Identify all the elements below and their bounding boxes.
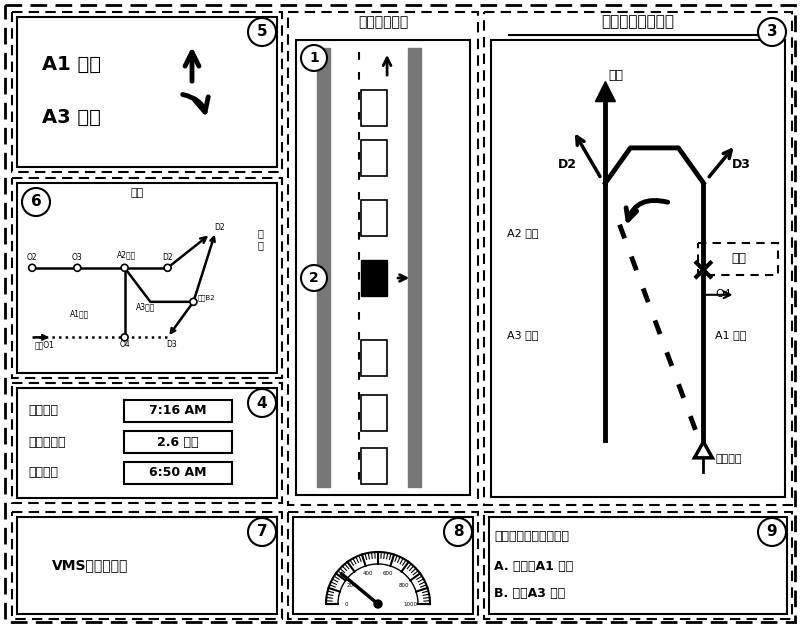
Text: 已行驶里程: 已行驶里程 <box>28 436 66 448</box>
Circle shape <box>444 518 472 546</box>
Text: 6:50 AM: 6:50 AM <box>150 466 206 480</box>
Text: A2 高速: A2 高速 <box>507 228 538 238</box>
Text: 车流运行状况: 车流运行状况 <box>358 15 408 29</box>
Text: A1高速: A1高速 <box>70 310 90 319</box>
Text: 终点: 终点 <box>608 68 623 82</box>
Text: A1 高速: A1 高速 <box>42 55 101 73</box>
Text: A2高速: A2高速 <box>117 251 136 260</box>
Text: 8: 8 <box>453 525 463 539</box>
Text: A3高速: A3高速 <box>136 303 155 312</box>
Circle shape <box>121 265 128 271</box>
Text: VMS信息显示框: VMS信息显示框 <box>52 558 128 572</box>
Circle shape <box>121 334 128 341</box>
Circle shape <box>301 45 327 71</box>
Circle shape <box>29 265 36 271</box>
Text: 当前时间: 当前时间 <box>28 404 58 418</box>
Text: 车载交通导行信息: 车载交通导行信息 <box>602 14 674 29</box>
Circle shape <box>758 518 786 546</box>
Text: 6: 6 <box>30 194 42 209</box>
Text: 接下来的您的选择是：: 接下来的您的选择是： <box>494 530 569 543</box>
Circle shape <box>374 600 382 608</box>
Circle shape <box>22 188 50 216</box>
Polygon shape <box>361 260 387 296</box>
Text: A3 高速: A3 高速 <box>507 330 538 340</box>
Text: 起点O1: 起点O1 <box>34 340 54 349</box>
Text: 节点B2: 节点B2 <box>198 295 215 302</box>
Text: 路网: 路网 <box>130 188 144 198</box>
Circle shape <box>248 18 276 46</box>
Text: O4: O4 <box>119 340 130 349</box>
Circle shape <box>301 265 327 291</box>
Text: 5: 5 <box>257 24 267 40</box>
Circle shape <box>190 298 197 305</box>
Text: 7:16 AM: 7:16 AM <box>150 404 206 418</box>
Text: 2: 2 <box>309 271 319 285</box>
Text: 600: 600 <box>382 571 393 576</box>
Text: 4: 4 <box>257 396 267 411</box>
Text: A. 继续走A1 高速: A. 继续走A1 高速 <box>494 560 574 573</box>
Circle shape <box>758 18 786 46</box>
Text: 出发时刻: 出发时刻 <box>28 466 58 480</box>
Text: D2: D2 <box>162 253 173 262</box>
Text: D3: D3 <box>732 158 751 171</box>
Text: O4: O4 <box>715 289 731 299</box>
Text: 0: 0 <box>344 601 348 606</box>
Text: 1: 1 <box>309 51 319 65</box>
Text: 1000: 1000 <box>403 601 417 606</box>
Text: O2: O2 <box>27 253 38 262</box>
Text: D2: D2 <box>214 223 226 232</box>
Text: D3: D3 <box>166 340 177 349</box>
Text: 9: 9 <box>766 525 778 539</box>
Circle shape <box>164 265 171 271</box>
Text: A1 高速: A1 高速 <box>715 330 746 340</box>
Circle shape <box>248 389 276 417</box>
Text: 事故: 事故 <box>731 252 746 265</box>
Circle shape <box>74 265 81 271</box>
Text: 当前位置: 当前位置 <box>715 454 742 464</box>
Polygon shape <box>595 82 615 102</box>
Text: 北
行: 北 行 <box>257 228 263 250</box>
Text: D2: D2 <box>558 158 577 171</box>
Text: A3 高速: A3 高速 <box>42 107 101 127</box>
Text: 800: 800 <box>398 582 409 587</box>
Text: 2.6 公里: 2.6 公里 <box>158 436 198 448</box>
Text: 7: 7 <box>257 525 267 539</box>
Text: B. 改走A3 高速: B. 改走A3 高速 <box>494 587 566 600</box>
Text: O3: O3 <box>72 253 82 262</box>
Text: 200: 200 <box>347 582 358 587</box>
Text: 3: 3 <box>766 24 778 40</box>
Circle shape <box>248 518 276 546</box>
Text: 400: 400 <box>363 571 374 576</box>
